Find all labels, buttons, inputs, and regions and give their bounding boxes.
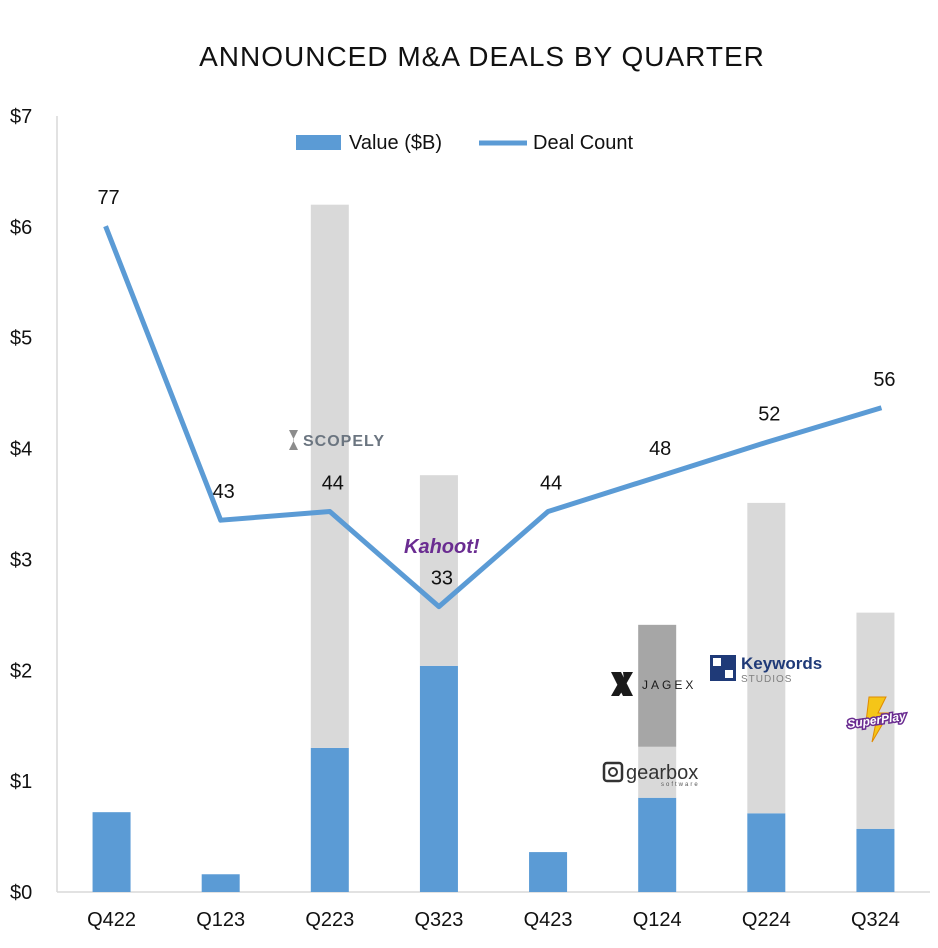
x-tick-label: Q123 bbox=[196, 909, 245, 931]
gearbox-mark-center bbox=[608, 767, 618, 777]
gearbox-mark-icon bbox=[602, 761, 624, 783]
bar-deal-gearbox bbox=[638, 746, 677, 798]
x-tick-label: Q423 bbox=[524, 909, 573, 931]
jagex-logo: JAGEX bbox=[611, 672, 696, 696]
jagex-logo-text: JAGEX bbox=[642, 678, 696, 692]
kahoot-logo-text: Kahoot! bbox=[404, 536, 480, 558]
deal-count-label: 52 bbox=[758, 403, 780, 425]
y-tick-label: $2 bbox=[10, 660, 32, 682]
deal-count-label: 44 bbox=[322, 473, 344, 495]
deal-count-series: 77 43 44 33 44 48 52 56 bbox=[97, 187, 896, 610]
jagex-mark-icon bbox=[611, 672, 633, 696]
bar-value bbox=[529, 852, 568, 892]
legend: Value ($B) Deal Count bbox=[296, 132, 634, 154]
y-tick-label: $0 bbox=[10, 882, 32, 904]
legend-swatch-value bbox=[296, 135, 341, 150]
bar-value bbox=[419, 665, 458, 892]
deal-count-label: 48 bbox=[649, 438, 671, 460]
y-tick-label: $1 bbox=[10, 771, 32, 793]
gearbox-logo-subtext: software bbox=[661, 782, 700, 788]
scopely-logo: SCOPELY bbox=[289, 430, 385, 450]
deal-count-label: 33 bbox=[431, 568, 453, 590]
y-tick-label: $5 bbox=[10, 328, 32, 350]
x-tick-label: Q323 bbox=[414, 909, 463, 931]
chart-title: ANNOUNCED M&A DEALS BY QUARTER bbox=[199, 41, 765, 72]
deal-count-label: 44 bbox=[540, 473, 562, 495]
bar-deal-jagex bbox=[638, 624, 677, 747]
x-tick-label: Q422 bbox=[87, 909, 136, 931]
y-tick-label: $7 bbox=[10, 106, 32, 128]
y-tick-label: $6 bbox=[10, 217, 32, 239]
deal-count-label: 56 bbox=[873, 369, 895, 391]
y-tick-label: $3 bbox=[10, 549, 32, 571]
x-tick-label: Q324 bbox=[851, 909, 900, 931]
bar-deal-keywords bbox=[747, 502, 786, 814]
bar-value bbox=[747, 813, 786, 892]
legend-label-count: Deal Count bbox=[533, 132, 634, 154]
bar-deal-scopely bbox=[310, 204, 349, 748]
y-tick-label: $4 bbox=[10, 439, 32, 461]
bar-deal-kahoot bbox=[419, 475, 458, 666]
deal-count-label: 77 bbox=[97, 187, 119, 209]
x-tick-label: Q124 bbox=[633, 909, 682, 931]
y-axis: $0 $1 $2 $3 $4 $5 $6 $7 bbox=[10, 106, 32, 904]
scopely-mark-icon bbox=[289, 430, 298, 450]
keywords-logo-text: Keywords bbox=[741, 654, 822, 673]
gearbox-logo-text: gearbox bbox=[626, 762, 698, 784]
keywords-logo-subtext: STUDIOS bbox=[741, 674, 792, 685]
keywords-logo: Keywords STUDIOS bbox=[710, 654, 822, 685]
bars bbox=[92, 204, 895, 892]
bar-value bbox=[92, 812, 131, 892]
bar-value bbox=[201, 874, 240, 892]
bar-value bbox=[856, 828, 895, 892]
kahoot-logo: Kahoot! bbox=[404, 536, 480, 558]
x-tick-label: Q224 bbox=[742, 909, 791, 931]
x-axis: Q422 Q123 Q223 Q323 Q423 Q124 Q224 Q324 bbox=[87, 909, 900, 931]
bar-value bbox=[310, 747, 349, 892]
deal-count-line bbox=[103, 225, 883, 610]
bar-value bbox=[638, 797, 677, 892]
superplay-bolt-icon bbox=[865, 696, 890, 743]
deal-count-label: 43 bbox=[213, 481, 235, 503]
legend-label-value: Value ($B) bbox=[349, 132, 442, 154]
x-tick-label: Q223 bbox=[305, 909, 354, 931]
gearbox-logo: gearbox software bbox=[602, 761, 700, 788]
scopely-logo-text: SCOPELY bbox=[303, 433, 385, 450]
keywords-mark-detail bbox=[713, 658, 733, 678]
